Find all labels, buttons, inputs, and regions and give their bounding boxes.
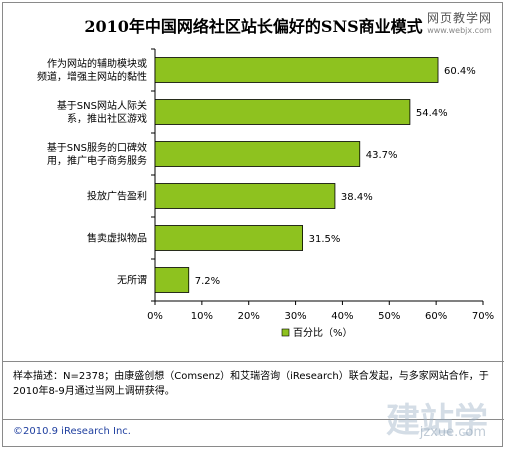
bar bbox=[154, 141, 361, 167]
category-label: 频道，增强主网站的黏性 bbox=[37, 70, 147, 83]
x-tick-label: 60% bbox=[425, 311, 447, 322]
bar bbox=[154, 99, 411, 125]
top-watermark-url: www.webjx.com bbox=[427, 26, 492, 35]
bar-value-label: 54.4% bbox=[416, 108, 448, 119]
category-label: 无所谓 bbox=[117, 275, 147, 287]
bar-chart: 0% 10% 20% 30% 40% 50% 60% 70% 60.4% 作为网站的辅助模块或频道… bbox=[37, 48, 494, 339]
bar-value-label: 60.4% bbox=[444, 66, 476, 77]
category-label: 基于SNS网站人际关 bbox=[57, 99, 147, 112]
top-watermark: 网页教学网 www.webjx.com bbox=[427, 9, 492, 35]
bar-value-label: 43.7% bbox=[366, 150, 398, 161]
separator-top bbox=[3, 361, 504, 362]
category-label: 系，推出社区游戏 bbox=[67, 112, 147, 125]
bar bbox=[154, 183, 336, 209]
x-tick-label: 20% bbox=[238, 311, 260, 322]
sample-note: 样本描述：N=2378；由康盛创想（Comsenz）和艾瑞咨询（iResearc… bbox=[13, 371, 489, 397]
legend-label: 百分比（%） bbox=[293, 327, 353, 339]
x-tick-label: 70% bbox=[472, 311, 494, 322]
separator-bottom bbox=[3, 419, 504, 420]
category-label: 作为网站的辅助模块或 bbox=[47, 57, 147, 70]
bottom-watermark-url: jzxue.com bbox=[419, 425, 486, 440]
x-tick-label: 50% bbox=[378, 311, 400, 322]
legend-swatch bbox=[281, 328, 290, 337]
bar bbox=[154, 57, 439, 83]
category-label: 用，推广电子商务服务 bbox=[47, 154, 147, 167]
x-tick-label: 10% bbox=[191, 311, 213, 322]
x-tick-label: 40% bbox=[331, 311, 353, 322]
category-label: 售卖虚拟物品 bbox=[87, 232, 147, 245]
category-label: 基于SNS服务的口碑效 bbox=[47, 141, 147, 154]
category-label: 投放广告盈利 bbox=[87, 190, 147, 203]
copyright: ©2010.9 iResearch Inc. bbox=[13, 426, 131, 437]
bottom-watermark-brand: 建站学 bbox=[386, 401, 488, 441]
chart-title: 2010年中国网络社区站长偏好的SNS商业模式 bbox=[84, 17, 423, 36]
x-tick-label: 0% bbox=[147, 311, 163, 322]
bar-value-label: 38.4% bbox=[341, 192, 373, 203]
bar-value-label: 31.5% bbox=[309, 234, 341, 245]
top-watermark-name: 网页教学网 bbox=[426, 11, 492, 25]
x-tick-label: 30% bbox=[284, 311, 306, 322]
bar-value-label: 7.2% bbox=[195, 276, 220, 287]
chart-frame: 2010年中国网络社区站长偏好的SNS商业模式 网页教学网 www.webjx.… bbox=[2, 2, 504, 447]
bar bbox=[154, 225, 304, 251]
bar bbox=[154, 267, 190, 293]
